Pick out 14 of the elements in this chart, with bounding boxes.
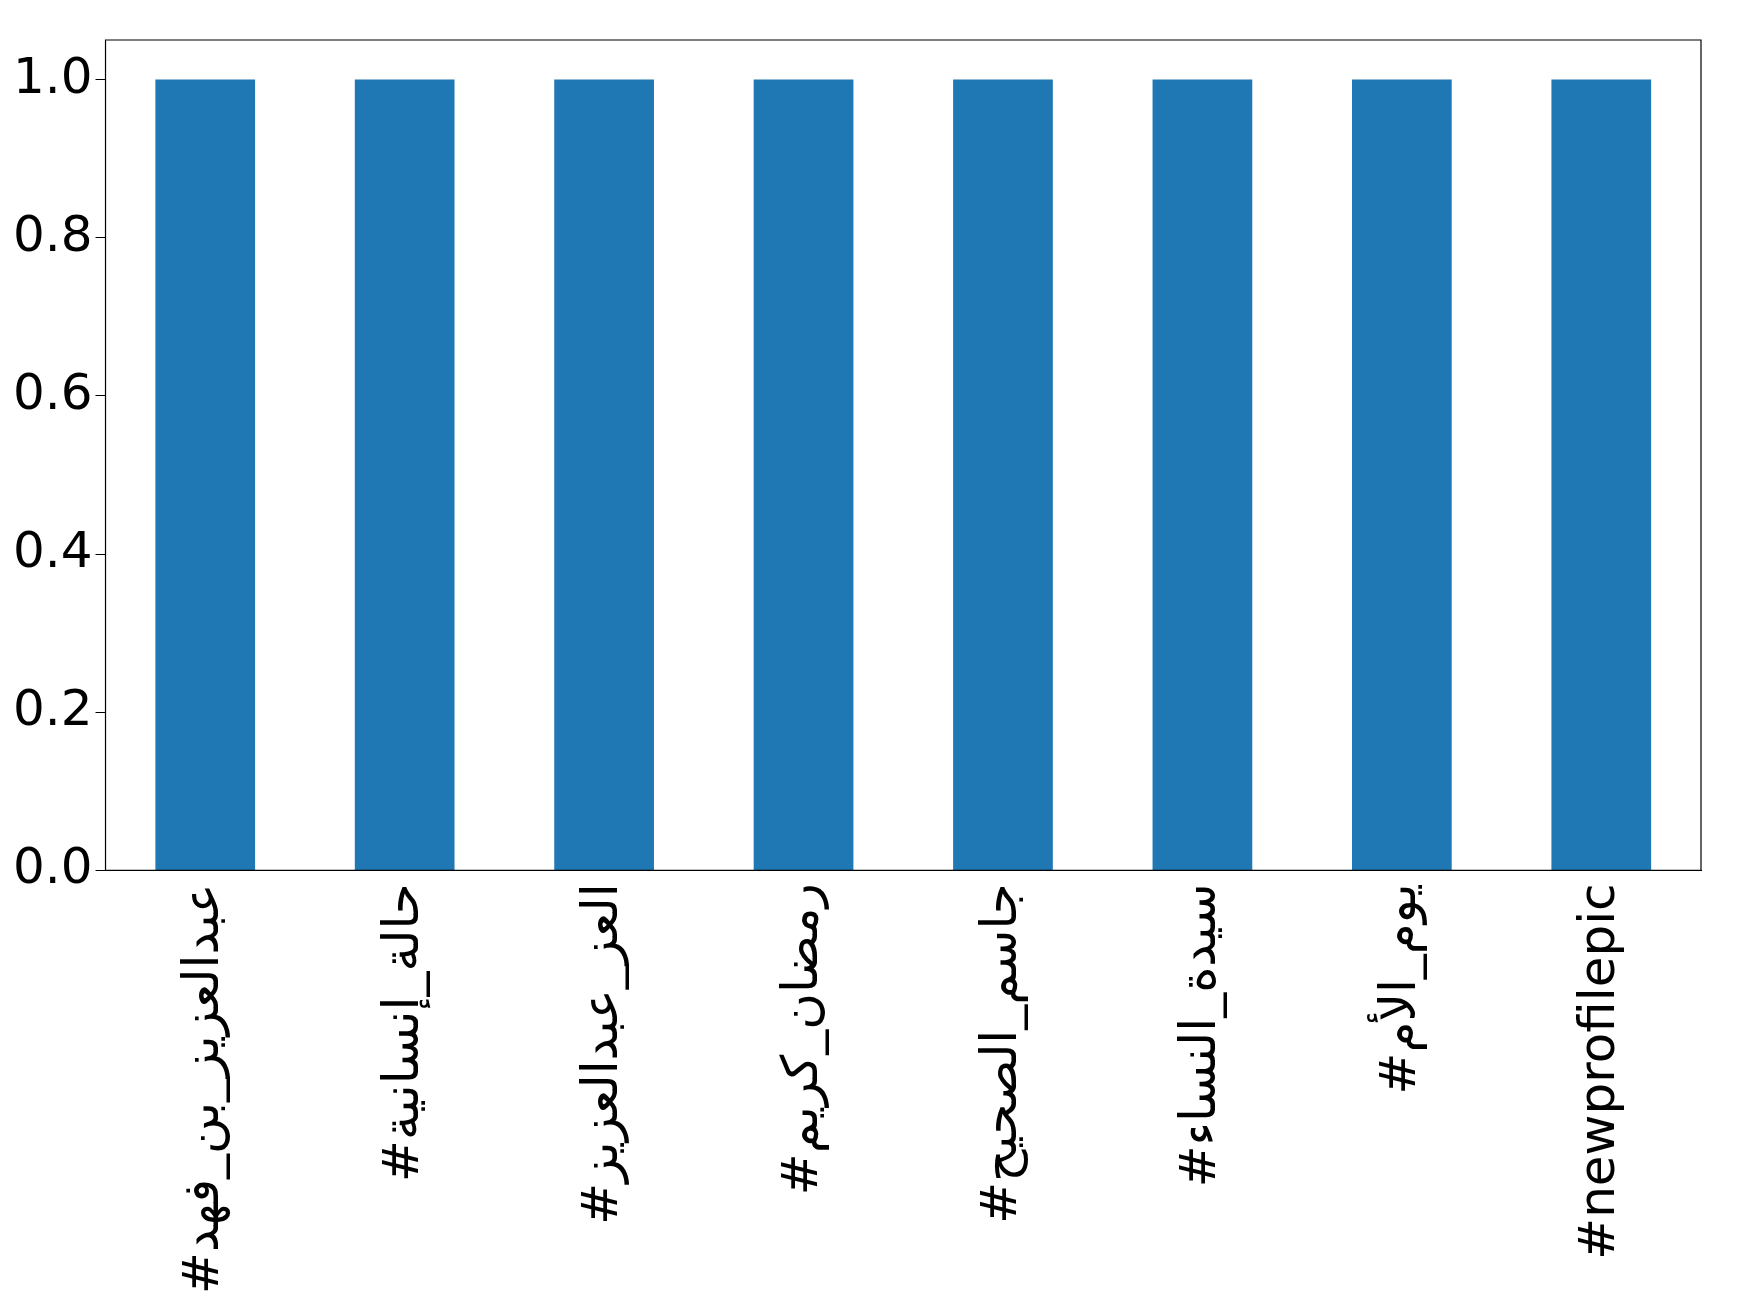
y-tick-label: 0.2 <box>12 679 93 738</box>
x-tick-label: #newprofilepic <box>1568 883 1627 1260</box>
x-tick-label: #جاسم_الصحيح <box>969 883 1029 1224</box>
x-tick-label: #سيدة_النساء <box>1169 883 1228 1188</box>
x-tick-label: #يوم_الأم <box>1366 883 1427 1095</box>
x-tick-label: #عبدالعزيز_بن_فهد <box>172 883 232 1295</box>
x-tick-label: #رمضان_كريم <box>770 883 829 1196</box>
y-tick-label: 1.0 <box>12 46 93 105</box>
x-tick-label: #العز_عبدالعزيز <box>571 883 630 1225</box>
y-tick-label: 0.6 <box>12 362 93 421</box>
y-tick-label: 0.4 <box>12 521 93 580</box>
x-tick-label: #حالة_إنسانية <box>371 883 431 1182</box>
y-tick-label: 0.0 <box>12 837 93 896</box>
y-tick-label: 0.8 <box>12 204 93 263</box>
